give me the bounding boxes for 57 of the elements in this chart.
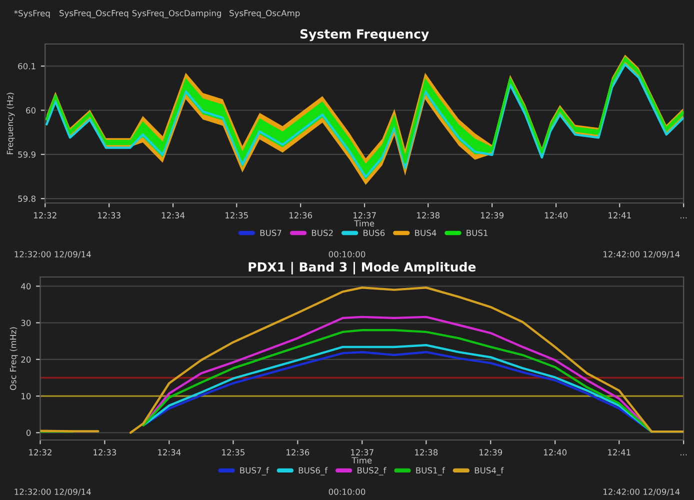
text: 12:32:00 12/09/14	[14, 488, 91, 496]
x-tick-label: 12:32	[29, 449, 52, 456]
y-tick-label: 60.1	[18, 63, 36, 70]
x-tick-label: 12:39	[480, 449, 502, 456]
y-tick-label: 20	[21, 356, 31, 363]
legend-label: BUS1_f	[416, 467, 446, 476]
y-tick-label: 0	[26, 430, 31, 436]
x-tick-label: 12:40	[544, 212, 568, 218]
x-tick-label: 12:41	[608, 212, 631, 218]
text: 00:10:00	[328, 488, 366, 495]
x-tick-label: 12:32	[34, 212, 56, 218]
y-tick-label: 10	[22, 393, 31, 400]
chart-title: PDX1 | Band 3 | Mode Amplitude	[248, 262, 476, 274]
x-tick-label: 12:36	[286, 449, 310, 456]
legend-label: BUS6	[364, 230, 385, 236]
chart-title: System Frequency	[300, 29, 429, 42]
y-tick-label: 59.9	[18, 151, 36, 158]
text: 12:32:00 12/09/14	[14, 251, 91, 258]
x-tick-label: 12:33	[98, 212, 120, 218]
legend-label: BUS4_f	[474, 467, 504, 476]
y-tick-label: 30	[21, 320, 31, 326]
x-tick-label: 12:35	[222, 449, 244, 456]
legend-label: BUS6_f	[298, 467, 328, 476]
x-tick-label: 12:38	[417, 212, 440, 218]
x-tick-label: 12:39	[480, 212, 504, 218]
x-tick-label: 12:36	[289, 212, 312, 218]
y-tick-label: 59.8	[18, 196, 36, 202]
legend-label: BUS2_f	[358, 467, 386, 476]
legend-label: BUS7_f	[240, 467, 270, 476]
text: 00:10:00	[328, 251, 366, 258]
text: SysFreq_OscAmp	[230, 10, 300, 18]
x-tick-label: ...	[680, 454, 687, 456]
legend-label: BUS4	[415, 230, 436, 236]
x-tick-label: 12:41	[608, 449, 630, 456]
x-tick-label: 12:37	[353, 212, 376, 218]
legend-label: BUS2	[312, 230, 333, 236]
text: SysFreq_OscFreq	[60, 10, 128, 18]
x-tick-label: 12:34	[162, 212, 185, 218]
x-tick-label: 12:40	[544, 449, 567, 456]
legend-label: BUS1	[466, 230, 488, 236]
text: 12:42:00 12/09/14	[604, 488, 680, 496]
x-tick-label: 12:35	[226, 212, 248, 218]
x-tick-label: 12:33	[94, 449, 116, 456]
text: *SysFreq	[14, 10, 50, 18]
x-tick-label: ...	[680, 217, 687, 218]
text: 12:42:00 12/09/14	[604, 251, 680, 258]
legend-label: BUS7	[260, 230, 282, 236]
y-tick-label: 60	[26, 107, 36, 114]
y-axis-title: Frequency (Hz)	[6, 92, 15, 154]
y-tick-label: 40	[21, 283, 31, 290]
x-axis-title: Time	[354, 220, 374, 227]
text: SysFreq_OscDamping	[132, 10, 221, 18]
x-axis-title: Time	[352, 457, 372, 464]
x-tick-label: 12:34	[158, 449, 181, 456]
x-tick-label: 12:37	[351, 449, 374, 456]
y-axis-title: Osc Freq (mHz)	[10, 327, 18, 390]
x-tick-label: 12:38	[415, 449, 438, 456]
